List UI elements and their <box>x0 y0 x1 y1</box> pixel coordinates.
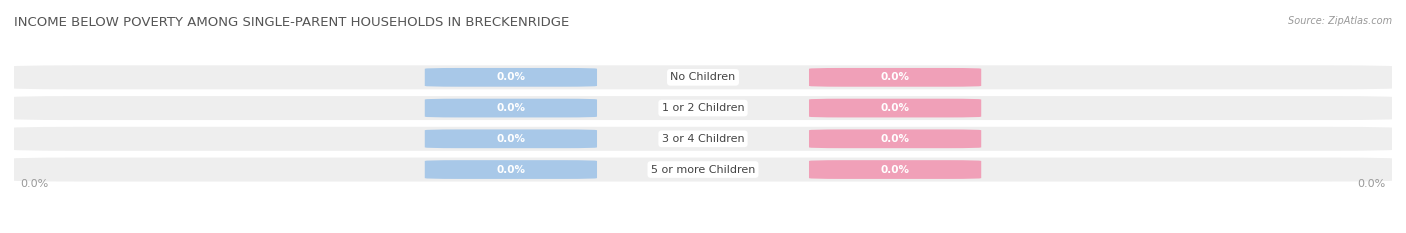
FancyBboxPatch shape <box>7 96 1399 120</box>
Text: 0.0%: 0.0% <box>496 103 526 113</box>
FancyBboxPatch shape <box>808 99 981 117</box>
FancyBboxPatch shape <box>425 68 598 87</box>
Text: 0.0%: 0.0% <box>496 164 526 175</box>
Text: 0.0%: 0.0% <box>880 164 910 175</box>
Text: 0.0%: 0.0% <box>496 72 526 82</box>
FancyBboxPatch shape <box>808 160 981 179</box>
FancyBboxPatch shape <box>7 127 1399 151</box>
Text: 5 or more Children: 5 or more Children <box>651 164 755 175</box>
Text: 0.0%: 0.0% <box>496 134 526 144</box>
Text: 0.0%: 0.0% <box>880 72 910 82</box>
FancyBboxPatch shape <box>425 130 598 148</box>
Text: Source: ZipAtlas.com: Source: ZipAtlas.com <box>1288 16 1392 26</box>
FancyBboxPatch shape <box>425 99 598 117</box>
FancyBboxPatch shape <box>7 65 1399 89</box>
Text: 0.0%: 0.0% <box>880 134 910 144</box>
Text: INCOME BELOW POVERTY AMONG SINGLE-PARENT HOUSEHOLDS IN BRECKENRIDGE: INCOME BELOW POVERTY AMONG SINGLE-PARENT… <box>14 16 569 29</box>
FancyBboxPatch shape <box>7 158 1399 182</box>
Text: 3 or 4 Children: 3 or 4 Children <box>662 134 744 144</box>
Text: 0.0%: 0.0% <box>1357 179 1385 188</box>
Text: 0.0%: 0.0% <box>21 179 49 188</box>
Text: 1 or 2 Children: 1 or 2 Children <box>662 103 744 113</box>
FancyBboxPatch shape <box>808 68 981 87</box>
Text: 0.0%: 0.0% <box>880 103 910 113</box>
Text: No Children: No Children <box>671 72 735 82</box>
FancyBboxPatch shape <box>808 130 981 148</box>
FancyBboxPatch shape <box>425 160 598 179</box>
